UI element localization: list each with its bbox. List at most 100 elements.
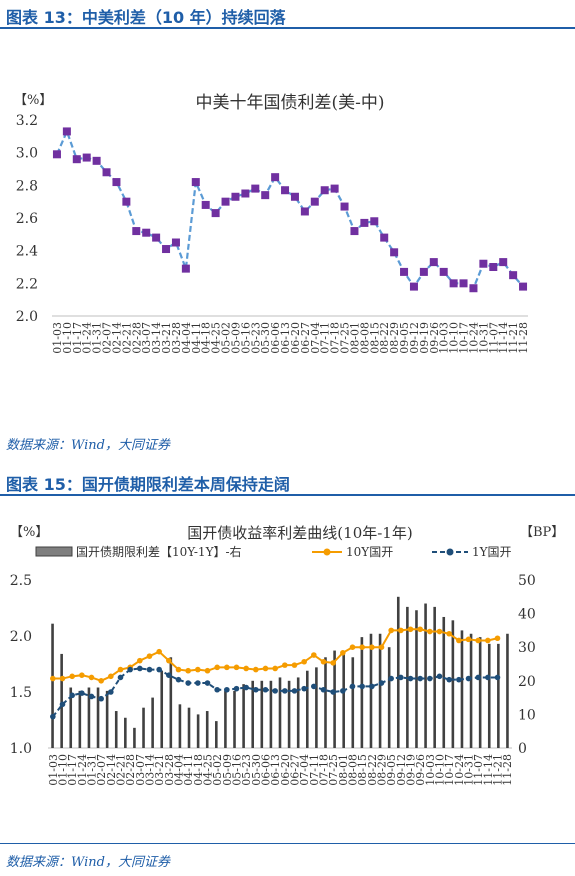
y-tick-label: 2.0 bbox=[16, 309, 38, 325]
spread-bar bbox=[369, 633, 373, 748]
y-left-unit-label: 【%】 bbox=[10, 525, 48, 540]
yield-10y-point bbox=[378, 644, 385, 650]
spread-point bbox=[132, 227, 141, 236]
yield-10y-line bbox=[52, 628, 498, 682]
spread-point bbox=[191, 178, 200, 187]
x-tick-label: 07-18 bbox=[318, 754, 331, 786]
yield-1y-point bbox=[311, 683, 317, 690]
y-right-tick-label: 30 bbox=[518, 640, 536, 656]
yield-1y-point bbox=[224, 686, 230, 693]
spread-bar bbox=[224, 690, 227, 748]
spread-bar bbox=[469, 633, 473, 748]
spread-bar bbox=[105, 690, 109, 748]
spread-point bbox=[499, 258, 508, 267]
spread-bar bbox=[69, 687, 73, 748]
x-tick-label: 05-16 bbox=[231, 754, 244, 786]
spread-point bbox=[92, 156, 101, 165]
yield-10y-point bbox=[224, 664, 230, 671]
figure1-top-rule bbox=[0, 27, 575, 29]
legend-10y-marker bbox=[323, 548, 331, 556]
x-tick-label: 06-20 bbox=[279, 754, 292, 786]
yield-10y-point bbox=[88, 674, 95, 681]
spread-point bbox=[62, 127, 71, 136]
spread-bar bbox=[378, 633, 382, 748]
y-right-tick-label: 10 bbox=[518, 707, 536, 723]
yield-1y-point bbox=[59, 701, 66, 708]
x-tick-label: 05-09 bbox=[229, 322, 242, 354]
y-right-tick-label: 50 bbox=[518, 573, 536, 589]
spread-bar bbox=[133, 727, 136, 748]
x-tick-label: 10-24 bbox=[453, 754, 466, 786]
yield-1y-point bbox=[79, 690, 85, 696]
x-tick-label: 01-31 bbox=[86, 754, 99, 786]
figure2-heading: 图表 15：国开债期限利差本周保持走阔 bbox=[6, 475, 290, 494]
spread-point bbox=[429, 258, 438, 267]
spread-bar bbox=[269, 680, 273, 748]
spread-point bbox=[479, 259, 488, 268]
spread-point bbox=[400, 267, 409, 276]
legend-bar-label: 国开债期限利差【10Y-1Y】-右 bbox=[76, 544, 242, 559]
spread-bar bbox=[260, 680, 264, 748]
yield-10y-point bbox=[359, 644, 365, 650]
spread-bar bbox=[305, 670, 309, 748]
yield-1y-point bbox=[359, 683, 365, 690]
yield-1y-point bbox=[427, 675, 433, 682]
yield-10y-point bbox=[456, 637, 462, 644]
spread-bar bbox=[251, 680, 255, 748]
chart-title: 国开债收益率利差曲线(10年-1年) bbox=[187, 524, 412, 542]
x-tick-label: 02-14 bbox=[110, 322, 123, 354]
spread-bar bbox=[296, 677, 300, 748]
yield-10y-point bbox=[156, 648, 162, 655]
x-tick-label: 10-03 bbox=[424, 754, 437, 786]
x-tick-label: 08-08 bbox=[347, 754, 360, 786]
spread-point bbox=[251, 184, 260, 193]
x-tick-label: 02-07 bbox=[95, 754, 108, 786]
spread-line bbox=[55, 128, 524, 290]
x-tick-label: 11-21 bbox=[492, 754, 505, 786]
spread-bar bbox=[87, 687, 91, 748]
x-tick-label: 08-15 bbox=[368, 322, 381, 354]
yield-10y-point bbox=[282, 662, 288, 668]
x-tick-label: 07-11 bbox=[319, 322, 332, 354]
x-tick-label: 08-29 bbox=[388, 322, 401, 354]
legend-1y-label: 1Y国开 bbox=[472, 545, 512, 559]
yield-1y-point bbox=[320, 686, 327, 693]
yield-1y-point bbox=[137, 665, 143, 672]
x-tick-label: 04-11 bbox=[190, 322, 203, 354]
spread-bar bbox=[315, 667, 318, 748]
yield-1y-point bbox=[398, 674, 404, 681]
yield-1y-point bbox=[436, 673, 443, 680]
yield-10y-point bbox=[204, 667, 211, 674]
x-tick-label: 02-21 bbox=[120, 322, 133, 354]
us-china-spread-chart: 中美十年国债利差(美-中) 【%】 2.0 2.2 2.4 2.6 2.8 3.0 3.2 01-… bbox=[14, 93, 530, 354]
yield-1y-point bbox=[291, 688, 298, 694]
spread-bar bbox=[169, 657, 173, 748]
legend-bar-swatch bbox=[35, 546, 73, 557]
x-tick-label: 04-18 bbox=[192, 754, 205, 786]
yield-10y-point bbox=[340, 650, 346, 656]
figure2-source: 数据来源：Wind，大同证券 bbox=[6, 855, 170, 870]
x-tick-label: 09-05 bbox=[385, 754, 398, 786]
spread-point bbox=[82, 153, 91, 162]
x-tick-label: 11-28 bbox=[501, 754, 514, 786]
yield-1y-point bbox=[156, 666, 162, 673]
x-tick-label: 05-09 bbox=[221, 754, 234, 786]
spread-point bbox=[350, 227, 359, 236]
y-left-tick-label: 2.5 bbox=[10, 573, 32, 589]
yield-1y-point bbox=[146, 666, 153, 673]
x-tick-label: 03-21 bbox=[160, 322, 173, 354]
spread-bar bbox=[396, 596, 400, 748]
yield-1y-point bbox=[349, 683, 356, 690]
spread-bar bbox=[114, 711, 118, 748]
x-tick-label: 11-14 bbox=[497, 322, 510, 354]
spread-bar bbox=[142, 707, 145, 748]
yield-1y-point bbox=[340, 688, 346, 694]
spread-point bbox=[142, 228, 151, 237]
x-tick-label: 03-14 bbox=[150, 322, 163, 354]
x-tick-label: 10-31 bbox=[463, 754, 476, 786]
legend-10y-label: 10Y国开 bbox=[346, 545, 393, 559]
spread-bar bbox=[96, 687, 100, 748]
yield-1y-point bbox=[456, 676, 462, 683]
yield-10y-point bbox=[311, 652, 317, 658]
spread-point bbox=[122, 197, 131, 206]
